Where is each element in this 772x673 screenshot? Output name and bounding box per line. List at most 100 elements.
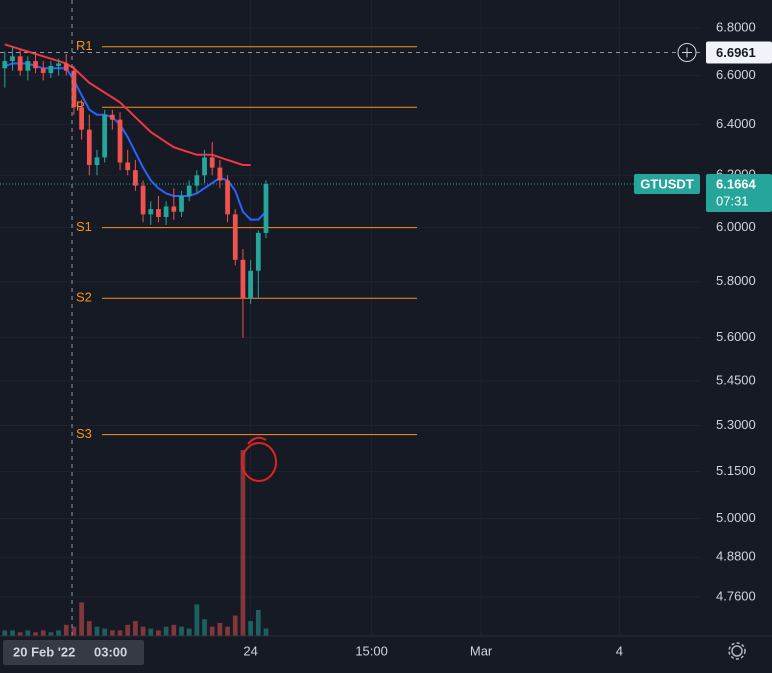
volume-bar — [209, 626, 215, 636]
candles — [2, 46, 269, 338]
volume-bar — [94, 626, 100, 636]
last-price: 6.1664 — [716, 176, 757, 191]
candle-body — [240, 259, 246, 299]
volume-bar — [63, 624, 69, 636]
volume-bar — [186, 628, 192, 636]
volume-bar — [133, 621, 138, 636]
candle-body — [194, 175, 200, 186]
level-label: S2 — [76, 290, 92, 305]
x-tick-label: 24 — [243, 643, 257, 658]
volume-pane — [2, 450, 269, 636]
y-tick-label: 6.8000 — [716, 19, 756, 34]
volume-bar — [263, 628, 269, 636]
moving-averages — [4, 43, 267, 221]
candle-body — [48, 65, 54, 74]
crosshair-time: 03:00 — [94, 644, 127, 659]
candle-body — [94, 157, 100, 166]
volume-bar — [40, 630, 46, 636]
candle-body — [25, 61, 31, 71]
candle-body — [125, 162, 131, 171]
y-tick-label: 6.0000 — [716, 219, 756, 234]
candle-body — [163, 206, 169, 218]
crosshair-time-tag — [3, 640, 144, 665]
volume-bar — [125, 624, 131, 636]
level-label: S3 — [76, 426, 92, 441]
symbol-tag — [634, 173, 700, 194]
candle-body — [148, 209, 154, 215]
crosshair-price-tag — [706, 41, 772, 64]
volume-bar — [48, 632, 54, 636]
crosshair-date: 20 Feb '22 — [13, 644, 75, 659]
candle-body — [79, 107, 84, 130]
volume-bar — [163, 626, 169, 636]
candle-body — [140, 185, 146, 215]
candle-body — [232, 214, 238, 260]
y-tick-label: 5.8000 — [716, 273, 756, 288]
moving-average — [4, 43, 251, 166]
volume-bar — [171, 624, 177, 636]
candle-body — [117, 119, 123, 163]
price-tags: 6.6961 GTUSDT 6.1664 07:31 — [634, 41, 772, 212]
gear[interactable] — [731, 645, 743, 657]
settings-icon[interactable] — [728, 642, 746, 660]
volume-bar — [248, 621, 253, 636]
candle-body — [86, 129, 92, 166]
volume-bar — [71, 626, 77, 636]
y-tick-label: 5.1500 — [716, 463, 756, 478]
volume-bar — [79, 602, 84, 636]
volume-bar — [17, 632, 23, 636]
crosshair-price: 6.6961 — [716, 45, 756, 60]
candle-body — [109, 114, 115, 120]
volume-bar — [2, 630, 8, 636]
candle-body — [263, 183, 269, 233]
gear-teeth[interactable] — [728, 642, 746, 660]
levels: R1 P S1 S2 S3 — [76, 38, 417, 441]
volume-bar — [194, 604, 200, 636]
crosshair — [0, 0, 700, 636]
candle-body — [102, 114, 108, 158]
volume-bar — [33, 632, 38, 636]
volume-bar — [10, 630, 15, 636]
candle-body — [179, 196, 184, 212]
volume-bar — [255, 609, 261, 636]
annotation-circle — [241, 442, 277, 482]
candle-body — [63, 63, 69, 71]
x-tick-label: 4 — [616, 643, 623, 658]
candle-body — [248, 270, 253, 299]
volume-bar — [117, 630, 123, 636]
candle-body — [171, 206, 177, 212]
candle-body — [2, 61, 8, 69]
grid — [0, 0, 700, 636]
volume-bar — [217, 622, 223, 636]
candle-body — [225, 180, 230, 215]
volume-bar — [202, 619, 207, 636]
add-icon — [682, 47, 692, 58]
volume-bar — [25, 630, 31, 636]
countdown: 07:31 — [716, 193, 749, 208]
volume-bar — [179, 626, 184, 636]
candle-body — [56, 63, 61, 66]
y-tick-label: 5.6000 — [716, 329, 756, 344]
volume-bar — [109, 630, 115, 636]
candle-body — [217, 167, 223, 181]
volume-bar — [56, 630, 61, 636]
candle-body — [133, 170, 138, 186]
x-tick-label: 15:00 — [355, 643, 388, 658]
volume-bar — [156, 630, 161, 636]
y-tick-label: 5.4500 — [716, 372, 756, 387]
candle-body — [186, 185, 192, 197]
y-tick-label: 4.7600 — [716, 588, 756, 603]
candle-body — [10, 56, 15, 62]
volume-bar — [102, 628, 108, 636]
volume-bar — [86, 621, 92, 636]
candle-body — [33, 61, 38, 69]
time-axis-labels: 24 15:00 Mar 4 20 Feb '22 03:00 — [3, 640, 623, 665]
moving-average — [4, 62, 267, 221]
volume-bar — [225, 626, 230, 636]
symbol-label: GTUSDT — [640, 176, 694, 191]
level-label: S1 — [76, 219, 92, 234]
volume-bar — [140, 626, 146, 636]
candle-body — [156, 209, 161, 218]
